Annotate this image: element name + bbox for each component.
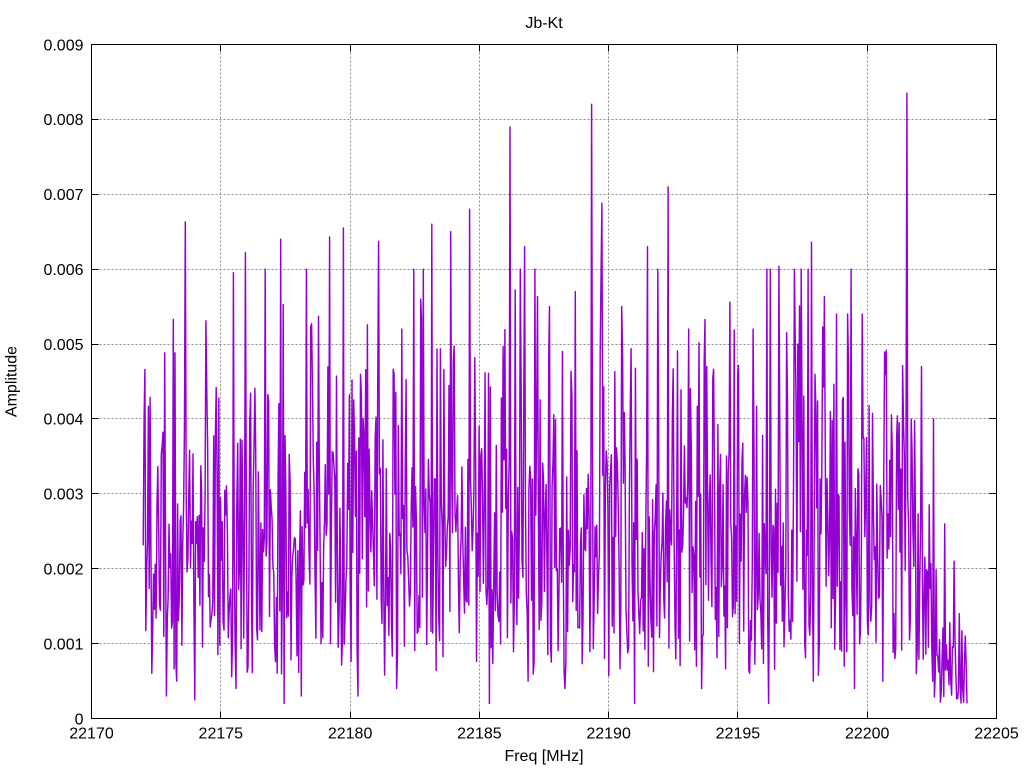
svg-text:22175: 22175: [199, 726, 244, 743]
svg-text:0.007: 0.007: [43, 187, 83, 204]
svg-text:Amplitude: Amplitude: [4, 346, 21, 417]
svg-text:Freq [MHz]: Freq [MHz]: [504, 748, 583, 765]
svg-text:22170: 22170: [69, 726, 114, 743]
svg-text:0.001: 0.001: [43, 636, 83, 653]
svg-text:0.003: 0.003: [43, 487, 83, 504]
svg-text:0.004: 0.004: [43, 412, 83, 429]
svg-text:22185: 22185: [457, 726, 502, 743]
svg-text:0.006: 0.006: [43, 262, 83, 279]
svg-text:0.005: 0.005: [43, 337, 83, 354]
svg-text:22180: 22180: [328, 726, 373, 743]
svg-text:0.002: 0.002: [43, 562, 83, 579]
svg-text:22205: 22205: [974, 726, 1019, 743]
svg-text:22190: 22190: [586, 726, 631, 743]
svg-text:22200: 22200: [845, 726, 890, 743]
svg-text:0.009: 0.009: [43, 37, 83, 54]
svg-text:22195: 22195: [716, 726, 761, 743]
svg-text:0: 0: [75, 711, 84, 728]
svg-text:0.008: 0.008: [43, 112, 83, 129]
svg-text:Jb-Kt: Jb-Kt: [525, 15, 563, 32]
